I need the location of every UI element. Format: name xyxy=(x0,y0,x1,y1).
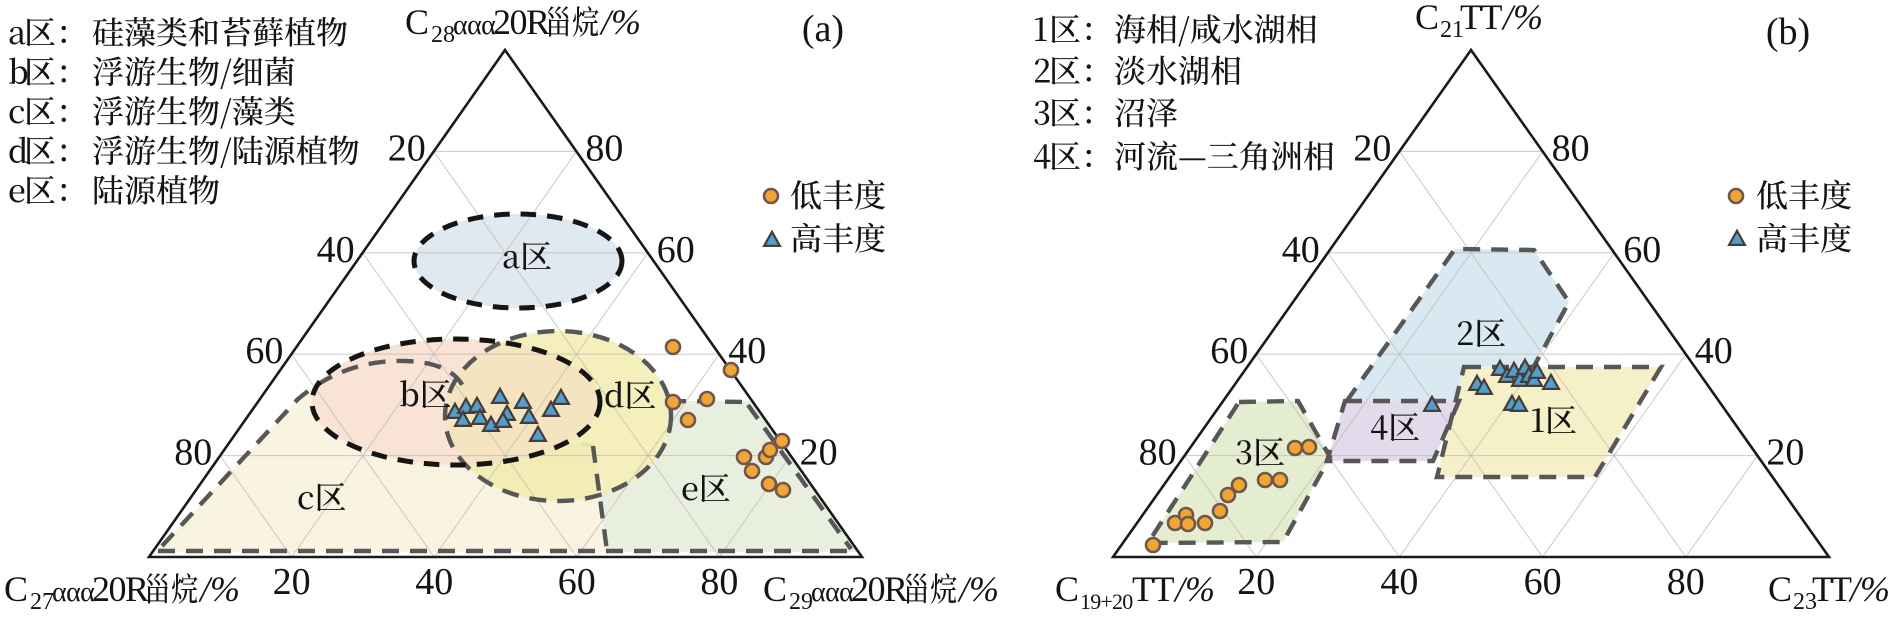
svg-text:28: 28 xyxy=(431,22,455,48)
svg-text:20: 20 xyxy=(273,561,311,603)
svg-text:60: 60 xyxy=(1623,229,1661,271)
svg-text:80: 80 xyxy=(174,432,212,474)
svg-text:C: C xyxy=(405,2,429,42)
svg-text:/%: /% xyxy=(1848,569,1890,609)
svg-text:40: 40 xyxy=(415,561,453,603)
svg-text:C: C xyxy=(1415,0,1439,37)
svg-text:80: 80 xyxy=(1552,127,1590,169)
svg-text:27: 27 xyxy=(30,589,54,615)
svg-text:C: C xyxy=(1768,569,1792,609)
svg-text:60: 60 xyxy=(1210,330,1248,372)
svg-text:40: 40 xyxy=(728,330,766,372)
svg-text:20R: 20R xyxy=(92,569,149,609)
svg-text:20: 20 xyxy=(1766,432,1804,474)
svg-text:80: 80 xyxy=(1667,561,1705,603)
svg-text:20R: 20R xyxy=(851,569,908,609)
svg-text:/%: /% xyxy=(957,569,999,609)
svg-text:TT: TT xyxy=(1812,569,1852,609)
svg-text:80: 80 xyxy=(700,561,738,603)
svg-text:(b): (b) xyxy=(1766,11,1810,53)
svg-text:ααα: ααα xyxy=(811,577,854,608)
svg-text:80: 80 xyxy=(1139,432,1177,474)
svg-text:60: 60 xyxy=(558,561,596,603)
svg-text:/%: /% xyxy=(1173,569,1215,609)
svg-text:60: 60 xyxy=(1524,561,1562,603)
svg-text:20R: 20R xyxy=(493,2,550,42)
svg-text:20: 20 xyxy=(388,127,426,169)
svg-text:C: C xyxy=(1055,569,1079,609)
svg-text:C: C xyxy=(4,569,28,609)
svg-text:/%: /% xyxy=(198,569,240,609)
svg-text:21: 21 xyxy=(1440,17,1464,43)
svg-text:TT: TT xyxy=(1460,0,1502,37)
svg-text:/%: /% xyxy=(1501,0,1543,37)
svg-text:60: 60 xyxy=(657,229,695,271)
svg-text:(a): (a) xyxy=(802,8,844,50)
svg-text:/%: /% xyxy=(599,2,641,42)
svg-text:80: 80 xyxy=(585,127,623,169)
svg-text:60: 60 xyxy=(245,330,283,372)
svg-text:ααα: ααα xyxy=(453,10,496,41)
svg-text:23: 23 xyxy=(1793,589,1817,615)
svg-text:40: 40 xyxy=(317,229,355,271)
svg-text:C: C xyxy=(763,569,787,609)
svg-text:TT: TT xyxy=(1132,569,1174,609)
svg-text:40: 40 xyxy=(1282,229,1320,271)
svg-text:20: 20 xyxy=(1237,561,1275,603)
svg-text:20: 20 xyxy=(800,432,838,474)
svg-text:40: 40 xyxy=(1380,561,1418,603)
svg-text:19+20: 19+20 xyxy=(1080,589,1133,614)
svg-text:ααα: ααα xyxy=(52,577,95,608)
svg-text:40: 40 xyxy=(1695,330,1733,372)
svg-text:29: 29 xyxy=(789,589,813,615)
svg-text:20: 20 xyxy=(1353,127,1391,169)
